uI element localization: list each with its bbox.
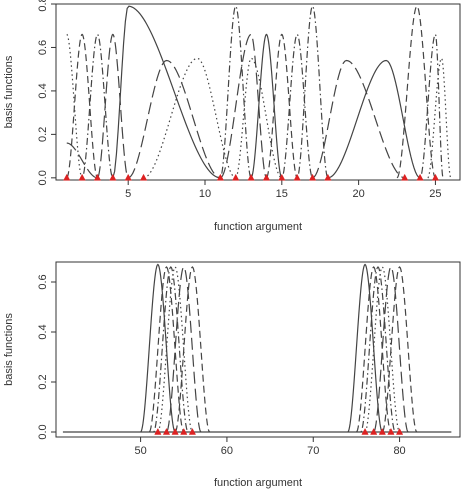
basis-curve-2: [66, 33, 98, 179]
basis-curve-14: [296, 5, 329, 179]
x-tick-label: 25: [429, 188, 441, 200]
basis-curve-3: [81, 33, 114, 179]
basis-curve-0: [140, 263, 176, 433]
knot-marker: [188, 427, 197, 435]
x-tick-label: 15: [276, 188, 288, 200]
basis-curve-2: [153, 266, 189, 433]
knot-marker: [293, 173, 301, 181]
y-tick-label: 0.2: [37, 374, 49, 389]
y-tick-label: 0.6: [37, 40, 49, 55]
basis-curve-18: [419, 33, 444, 179]
knot-marker: [387, 427, 395, 435]
plot-area: [66, 5, 452, 179]
knot-marker: [278, 173, 286, 181]
y-axis-label: basis functions: [3, 313, 15, 386]
x-tick-label: 10: [199, 188, 211, 200]
basis-curve-1: [148, 266, 185, 433]
knot-marker: [124, 173, 132, 181]
basis-curve-6: [127, 59, 221, 179]
basis-curve-4: [97, 33, 129, 179]
knot-marker: [401, 173, 409, 181]
x-tick-label: 60: [221, 445, 233, 457]
knot-marker: [262, 173, 271, 181]
x-tick-label: 80: [393, 445, 405, 457]
knot-marker: [232, 173, 240, 181]
basis-curve-10: [373, 266, 409, 433]
knot-marker: [370, 427, 378, 435]
y-tick-label: 0.0: [37, 424, 49, 439]
basis-curve-9: [364, 266, 400, 433]
x-tick-label: 70: [307, 445, 319, 457]
knot-marker: [361, 427, 369, 435]
basis-curve-7: [143, 57, 236, 179]
knot-marker: [109, 173, 117, 181]
knot-marker: [63, 173, 71, 181]
knot-marker: [395, 427, 404, 435]
basis-curve-5: [174, 266, 211, 433]
knot-marker: [162, 427, 171, 435]
basis-curve-7: [356, 266, 392, 433]
y-tick-label: 0.2: [37, 127, 49, 142]
knot-marker: [416, 173, 424, 181]
y-tick-label: 0.8: [37, 0, 49, 12]
x-tick-label: 20: [352, 188, 364, 200]
y-tick-label: 0.4: [37, 324, 49, 339]
knot-marker: [93, 173, 102, 181]
basis-curve-8: [219, 5, 252, 179]
basis-curve-17: [396, 5, 436, 179]
basis-curve-4: [166, 266, 202, 433]
basis-curve-19: [427, 57, 452, 179]
basis-curve-12: [266, 33, 298, 179]
x-tick-label: 50: [134, 445, 146, 457]
x-axis-label: function argument: [214, 477, 302, 489]
y-tick-label: 0.6: [37, 274, 49, 289]
knot-marker: [247, 173, 255, 181]
basis-curve-13: [281, 33, 313, 179]
basis-curve-10: [250, 33, 283, 179]
knot-marker: [171, 427, 179, 435]
basis-curve-1: [66, 142, 98, 179]
bottom-basis-chart: 50 60 70 80 0.0 0.2 0.4 0.6 function argument bas…: [3, 261, 461, 489]
plot-area: [62, 263, 452, 433]
x-tick-label: 5: [125, 188, 131, 200]
basis-curve-5: [112, 5, 221, 179]
basis-curve-6: [347, 263, 383, 433]
plot-frame: [55, 3, 461, 181]
y-axis-label: basis functions: [3, 55, 15, 128]
knot-marker: [324, 173, 332, 181]
basis-curve-11: [381, 266, 418, 433]
knot-marker: [308, 173, 317, 181]
y-tick-label: 0.0: [37, 170, 49, 185]
knot-marker: [378, 427, 386, 435]
basis-curve-8: [360, 266, 396, 433]
x-axis-label: function argument: [214, 221, 302, 233]
basis-curve-3: [157, 266, 193, 433]
basis-curve-9: [220, 33, 267, 179]
top-basis-chart: 5 10 15 20 25 0.0 0.2 0.4 0.6 0.8 function argumen…: [3, 0, 461, 233]
basis-curve-15: [312, 59, 405, 179]
basis-curve-11: [235, 57, 282, 179]
knot-marker: [78, 173, 86, 181]
basis-curve-16: [327, 59, 421, 179]
knot-marker: [216, 173, 224, 181]
knot-marker: [431, 173, 440, 181]
knot-marker: [154, 427, 162, 435]
knot-marker: [180, 427, 188, 435]
knot-marker: [139, 173, 148, 181]
plot-frame: [55, 261, 461, 438]
y-tick-label: 0.4: [37, 83, 49, 98]
